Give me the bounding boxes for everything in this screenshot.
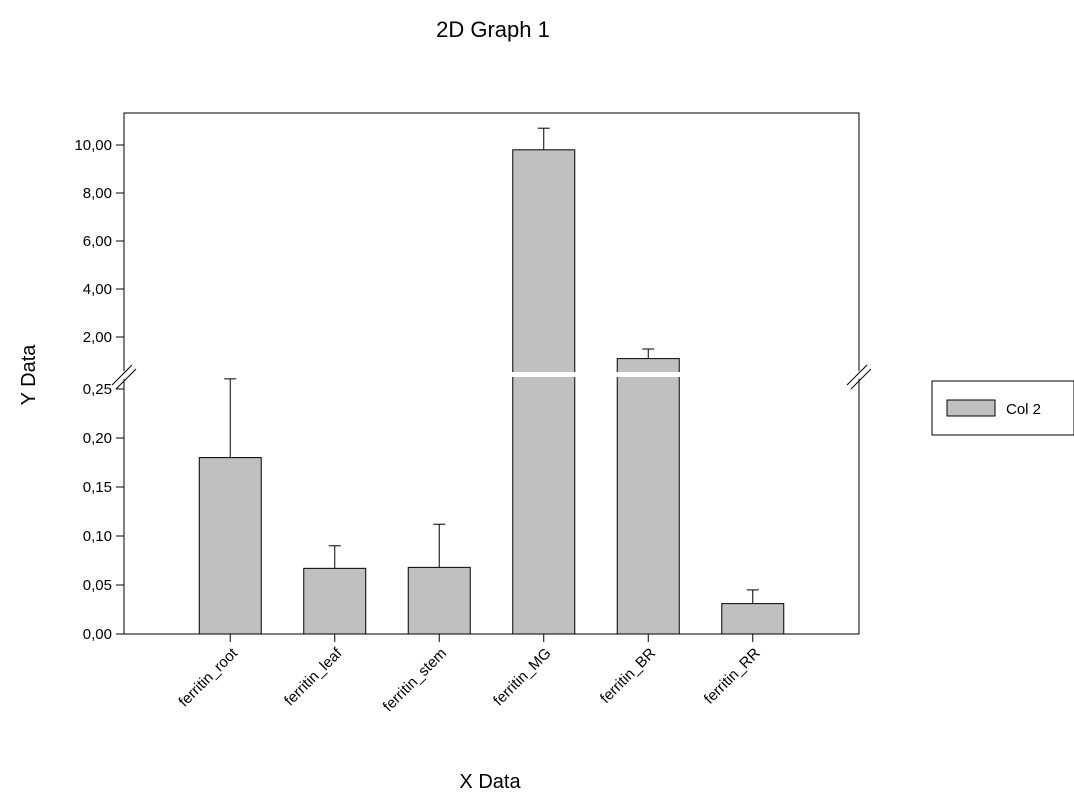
- x-tick-label-ferritin-stem: ferritin_stem: [380, 645, 450, 715]
- axis-break-mark: [846, 364, 868, 386]
- bar-break-gap: [616, 372, 681, 377]
- category-labels: ferritin_root ferritin_leaf ferritin_stem f…: [175, 634, 764, 715]
- legend-label-col-2: Col 2: [1006, 401, 1041, 418]
- x-tick-label-ferritin-MG: ferritin_MG: [490, 645, 554, 709]
- x-tick-label-ferritin-BR: ferritin_BR: [597, 645, 659, 707]
- x-tick-label-ferritin-RR: ferritin_RR: [701, 645, 764, 708]
- x-tick-label-ferritin-root: ferritin_root: [175, 644, 241, 710]
- bar-ferritin-leaf: [303, 567, 367, 635]
- chart-title: 2D Graph 1: [436, 17, 550, 42]
- y-tick-label: 10,00: [74, 137, 112, 154]
- y-tick-label: 4,00: [83, 281, 112, 298]
- x-tick-label-ferritin-leaf: ferritin_leaf: [281, 644, 346, 709]
- y-tick-label: 0,00: [83, 626, 112, 643]
- bar-ferritin-BR: [616, 358, 680, 635]
- axis-break-gap: [121, 371, 127, 379]
- bar-ferritin-root: [198, 457, 262, 635]
- ticks-layer: 0,00 0,05 0,10 0,15 0,20 0,25 2,00 4,00 6,00 8,00…: [74, 137, 872, 643]
- bars-layer: [198, 127, 785, 635]
- bar-break-gap: [511, 372, 576, 377]
- bar-ferritin-stem: [407, 566, 471, 635]
- y-tick-label: 8,00: [83, 185, 112, 202]
- y-tick-label: 0,20: [83, 430, 112, 447]
- y-tick-label: 2,00: [83, 329, 112, 346]
- y-tick-label: 0,10: [83, 528, 112, 545]
- y-tick-label: 0,05: [83, 577, 112, 594]
- axis-break-mark: [111, 364, 133, 386]
- bar-ferritin-RR: [721, 603, 785, 635]
- x-axis-label: X Data: [459, 771, 521, 793]
- legend: Col 2: [931, 380, 1074, 436]
- y-axis-label: Y Data: [18, 344, 40, 406]
- y-tick-label: 0,15: [83, 479, 112, 496]
- y-tick-label: 6,00: [83, 233, 112, 250]
- y-tick-label: 0,25: [83, 381, 112, 398]
- bar-ferritin-MG: [512, 149, 576, 635]
- legend-swatch: [946, 399, 996, 417]
- axis-break-mark: [115, 368, 137, 390]
- axis-break-gap: [856, 371, 862, 379]
- axis-break-mark: [850, 368, 872, 390]
